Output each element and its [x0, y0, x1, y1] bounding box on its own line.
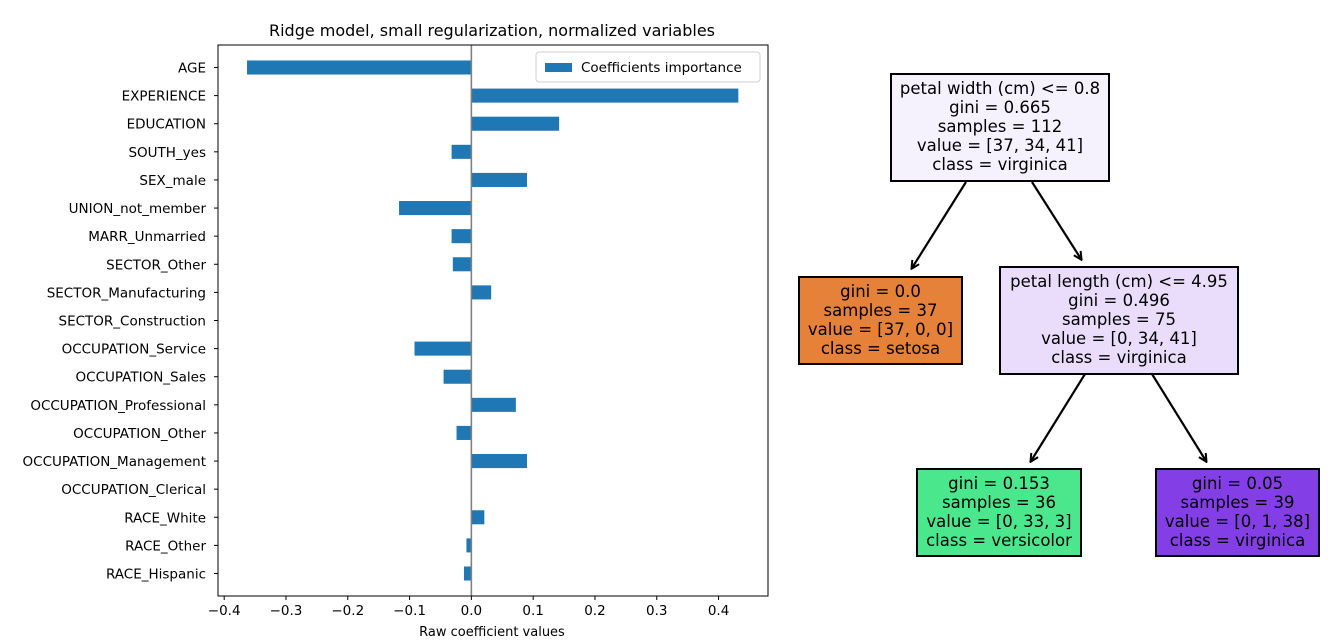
x-tick-label: 0.4	[708, 603, 729, 619]
legend-swatch	[545, 63, 572, 72]
x-tick-label: 0.0	[461, 603, 482, 619]
legend-box	[535, 51, 761, 83]
bar-occupation-management	[471, 454, 527, 469]
x-tick-label: 0.2	[584, 603, 605, 619]
y-tick-label: SEX_male	[139, 173, 206, 189]
node-line: petal width (cm) <= 0.8	[899, 79, 1101, 98]
y-tick-label: MARR_Unmarried	[88, 229, 206, 245]
node-line: gini = 0.496	[1068, 291, 1170, 310]
y-tick-label: OCCUPATION_Management	[23, 454, 206, 470]
bar-occupation-other	[456, 425, 472, 440]
bar-marr-unmarried	[451, 229, 472, 244]
edge-root-right	[1031, 181, 1081, 259]
node-line: samples = 36	[942, 493, 1056, 512]
bar-occupation-professional	[471, 397, 516, 412]
bar-union-not-member	[399, 201, 472, 216]
y-tick-label: RACE_White	[124, 510, 206, 526]
bar-race-other	[466, 538, 472, 553]
x-tick-label: 0.1	[522, 603, 543, 619]
bar-age	[247, 60, 472, 75]
x-tick-label: −0.1	[393, 603, 426, 619]
node-line: value = [37, 0, 0]	[807, 320, 954, 339]
y-tick-label: RACE_Hispanic	[106, 567, 206, 583]
bar-experience	[471, 88, 739, 103]
y-tick-label: OCCUPATION_Clerical	[61, 482, 206, 498]
node-line: gini = 0.0	[840, 282, 921, 301]
node-line: value = [0, 34, 41]	[1041, 329, 1197, 348]
y-tick-label: AGE	[178, 60, 206, 76]
bar-race-white	[471, 510, 485, 525]
x-axis-label: Raw coefficient values	[419, 625, 565, 640]
y-tick-label: RACE_Other	[125, 538, 206, 554]
bar-south-yes	[451, 144, 472, 159]
edge-root-left	[912, 181, 967, 268]
coefficient-bar-chart: Ridge model, small regularization, norma…	[23, 21, 769, 640]
node-line: samples = 37	[823, 301, 938, 320]
bar-sector-other	[452, 257, 472, 272]
node-line: class = virginica	[932, 155, 1068, 174]
y-tick-label: SECTOR_Other	[106, 257, 206, 273]
edge-right-left	[1031, 373, 1086, 461]
y-tick-label: OCCUPATION_Professional	[30, 398, 206, 414]
y-tick-label: EDUCATION	[127, 117, 206, 133]
y-tick-label: OCCUPATION_Sales	[76, 370, 206, 386]
plot-area: AGE EXPERIENCE EDUCATION SOUTH_yes SEX_male U…	[23, 44, 769, 619]
tree-node-right-left: gini = 0.153 samples = 36 value = [0, 33…	[916, 468, 1082, 557]
x-tick-label: −0.2	[331, 603, 364, 619]
bar-occupation-service	[414, 341, 472, 356]
node-line: class = setosa	[820, 339, 941, 358]
y-tick-label: SOUTH_yes	[128, 145, 206, 161]
tree-node-right-right: gini = 0.05 samples = 39 value = [0, 1, …	[1155, 468, 1320, 557]
tree-node-right: petal length (cm) <= 4.95 gini = 0.496 s…	[999, 266, 1239, 375]
decision-tree-diagram: petal width (cm) <= 0.8 gini = 0.665 sam…	[780, 0, 1331, 642]
x-tick-label: 0.3	[646, 603, 667, 619]
y-tick-label: EXPERIENCE	[122, 89, 206, 105]
tree-node-left: gini = 0.0 samples = 37 value = [37, 0, …	[798, 276, 963, 365]
plot-frame	[217, 44, 769, 597]
chart-title: Ridge model, small regularization, norma…	[269, 21, 715, 40]
node-line: samples = 75	[1062, 310, 1176, 329]
node-line: class = virginica	[1169, 531, 1306, 550]
bar-sex-male	[471, 172, 527, 187]
tree-edges	[780, 181, 1331, 642]
tree-node-root: petal width (cm) <= 0.8 gini = 0.665 sam…	[890, 73, 1110, 182]
y-tick-label: SECTOR_Construction	[59, 314, 207, 330]
bar-occupation-sales	[443, 369, 472, 384]
node-line: value = [37, 34, 41]	[916, 136, 1084, 155]
legend-label: Coefficients importance	[581, 60, 742, 76]
node-line: gini = 0.153	[948, 474, 1050, 493]
node-line: value = [0, 33, 3]	[926, 512, 1072, 531]
y-tick-label: SECTOR_Manufacturing	[47, 285, 206, 301]
y-tick-label: OCCUPATION_Service	[62, 342, 206, 358]
bar-education	[471, 116, 560, 131]
bar-sector-manufacturing	[471, 285, 492, 300]
node-line: class = versicolor	[926, 531, 1072, 550]
x-tick-label: −0.3	[270, 603, 303, 619]
node-line: petal length (cm) <= 4.95	[1010, 272, 1228, 291]
node-line: gini = 0.05	[1191, 474, 1284, 493]
node-line: gini = 0.665	[949, 98, 1051, 117]
y-tick-label: OCCUPATION_Other	[73, 426, 206, 442]
edge-right-right	[1151, 373, 1206, 461]
node-line: value = [0, 1, 38]	[1164, 512, 1311, 531]
node-line: samples = 39	[1180, 493, 1295, 512]
x-tick-label: −0.4	[208, 603, 241, 619]
bar-race-hispanic	[463, 566, 472, 581]
y-tick-label: UNION_not_member	[69, 201, 207, 217]
node-line: samples = 112	[937, 117, 1063, 136]
node-line: class = virginica	[1051, 348, 1187, 367]
